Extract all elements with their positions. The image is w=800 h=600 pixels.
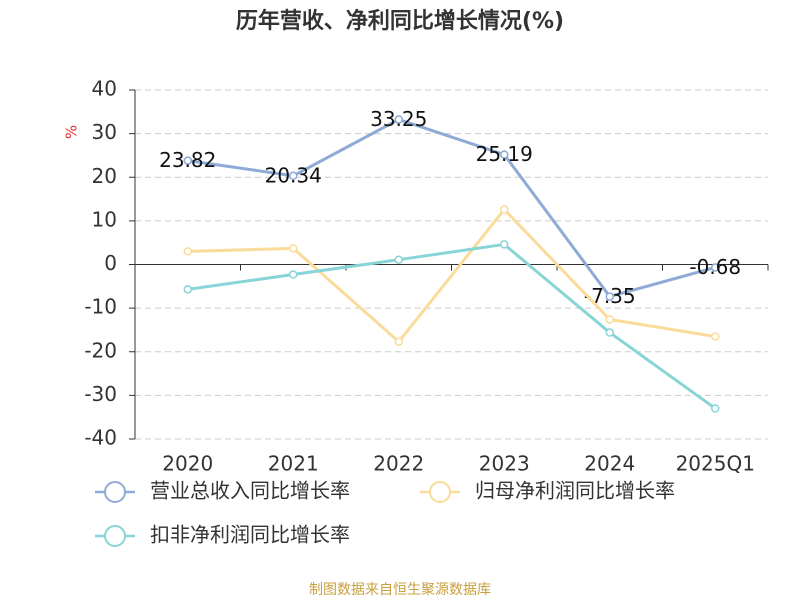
data-point [289,244,298,253]
chart-title: 历年营收、净利同比增长情况(%) [236,8,564,34]
data-label: -0.68 [689,255,741,279]
y-tick-label: 10 [92,207,117,231]
x-tick-label: 2025Q1 [676,452,755,476]
x-tick-label: 2021 [268,452,319,476]
data-label: 20.34 [265,163,322,187]
y-tick-label: -10 [84,295,117,319]
data-point [711,332,720,341]
x-tick-label: 2022 [373,452,424,476]
series-line [187,242,717,410]
data-label: 25.19 [476,142,533,166]
legend-label: 扣非净利润同比增长率 [150,523,350,547]
data-point [183,247,192,256]
source-note: 制图数据来自恒生聚源数据库 [309,582,491,598]
x-tick-label: 2023 [479,452,530,476]
series-line [187,207,716,344]
y-tick-label: 40 [92,77,117,101]
data-label: 23.82 [159,148,216,172]
legend-marker [429,481,451,503]
data-point [394,255,403,264]
legend-marker [104,481,126,503]
legend-marker [104,525,126,547]
data-point [500,240,509,249]
data-point [605,292,614,301]
data-point [289,171,298,181]
x-tick-label: 2020 [162,452,213,476]
data-point [289,270,298,279]
y-axis-label: % [63,125,81,139]
data-label: -7.35 [584,284,636,308]
series-line [187,117,716,299]
x-tick-label: 2024 [584,452,635,476]
legend-label: 归母净利润同比增长率 [475,479,675,503]
data-point [183,156,192,165]
data-point [500,205,509,214]
y-tick-label: -40 [84,426,117,450]
legend-label: 营业总收入同比增长率 [150,479,350,503]
data-label: 33.25 [370,107,427,131]
y-tick-label: 30 [92,120,117,144]
y-tick-label: 20 [92,164,117,188]
data-point [394,337,403,346]
data-point [183,285,192,294]
data-point [605,328,614,337]
data-point [711,263,720,272]
y-tick-label: 0 [104,251,117,275]
data-point [711,404,720,413]
y-tick-label: -20 [84,338,117,362]
data-point [394,115,403,124]
data-point [605,315,614,324]
y-tick-label: -30 [84,382,117,406]
data-point [500,150,509,159]
